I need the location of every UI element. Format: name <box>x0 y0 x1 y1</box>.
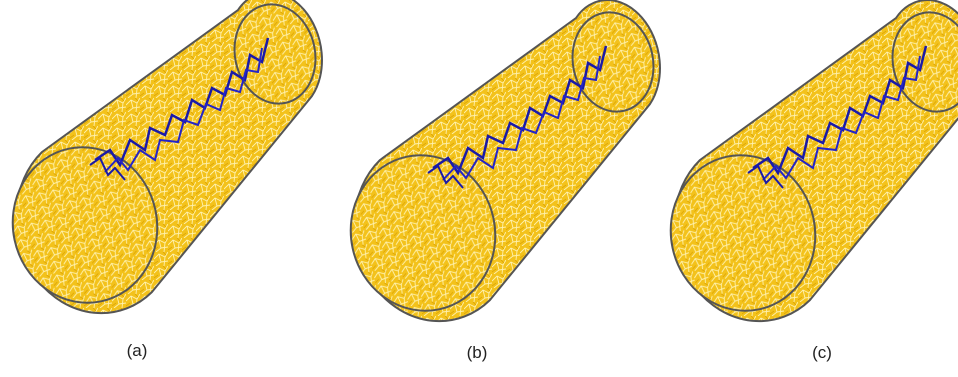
panel-label: (b) <box>467 343 488 362</box>
figure: (a) (b) (c) <box>0 0 958 377</box>
panel-label: (c) <box>812 343 832 362</box>
cylinder-b <box>336 0 662 324</box>
panel-label: (a) <box>127 341 148 360</box>
cylinder-a <box>0 0 325 316</box>
page: (a) (b) (c) (() => { const data = JSON.p… <box>0 0 958 377</box>
cylinder-c <box>656 0 958 324</box>
